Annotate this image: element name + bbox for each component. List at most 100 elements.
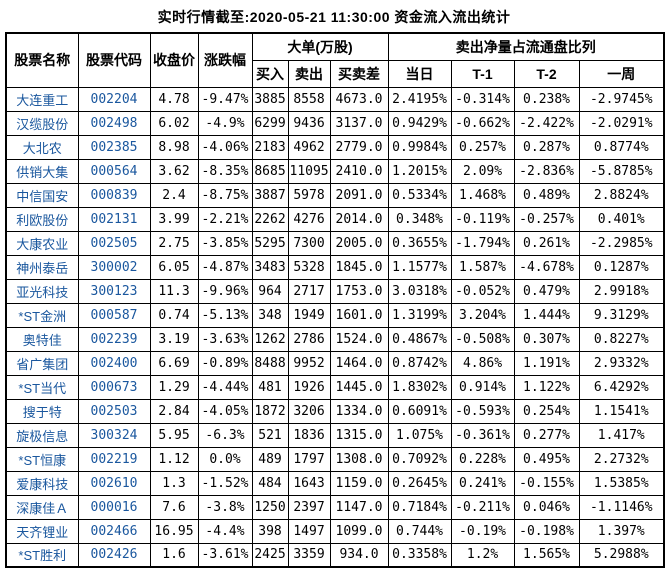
week-ratio-cell: 0.401%	[578, 206, 665, 232]
t1-ratio-cell: -0.119%	[450, 206, 515, 232]
stock-code-link[interactable]: 300324	[77, 422, 151, 448]
table-row: 大连重工 002204 4.78 -9.47% 3885 8558 4673.0…	[5, 86, 665, 112]
stock-code-link[interactable]: 000564	[77, 158, 151, 184]
buy-volume-cell: 489	[251, 446, 289, 472]
stock-name-link[interactable]: 利欧股份	[5, 206, 79, 232]
page-title: 实时行情截至:2020-05-21 11:30:00 资金流入流出统计	[157, 9, 511, 25]
stock-code-link[interactable]: 000016	[77, 494, 151, 520]
stock-name-link[interactable]: 旋极信息	[5, 422, 79, 448]
stock-code-link[interactable]: 002426	[77, 542, 151, 568]
t1-ratio-cell: 0.257%	[450, 134, 515, 160]
day-ratio-cell: 0.348%	[387, 206, 452, 232]
stock-name-link[interactable]: 神州泰岳	[5, 254, 79, 280]
change-pct-cell: -4.87%	[197, 254, 253, 280]
table-row: *ST金洲 000587 0.74 -5.13% 348 1949 1601.0…	[5, 302, 665, 328]
col-header-buy-sell-diff: 买卖差	[329, 59, 389, 88]
stock-code-link[interactable]: 002498	[77, 110, 151, 136]
stock-name-link[interactable]: 中信国安	[5, 182, 79, 208]
stock-name-link[interactable]: 天齐锂业	[5, 518, 79, 544]
stock-code-link[interactable]: 002204	[77, 86, 151, 112]
stock-name-link[interactable]: 供销大集	[5, 158, 79, 184]
change-pct-cell: -8.75%	[197, 182, 253, 208]
sell-volume-cell: 1949	[287, 302, 331, 328]
t1-ratio-cell: 4.86%	[450, 350, 515, 376]
close-price-cell: 4.78	[149, 86, 199, 112]
sell-volume-cell: 2397	[287, 494, 331, 520]
buy-volume-cell: 1250	[251, 494, 289, 520]
stock-name-link[interactable]: 大康农业	[5, 230, 79, 256]
sell-volume-cell: 2786	[287, 326, 331, 352]
stock-code-link[interactable]: 002503	[77, 398, 151, 424]
day-ratio-cell: 0.744%	[387, 518, 452, 544]
buy-sell-diff-cell: 1845.0	[329, 254, 389, 280]
stock-code-link[interactable]: 000839	[77, 182, 151, 208]
stock-name-link[interactable]: *ST当代	[5, 374, 79, 400]
buy-sell-diff-cell: 3137.0	[329, 110, 389, 136]
stock-code-link[interactable]: 002505	[77, 230, 151, 256]
stock-name-link[interactable]: 亚光科技	[5, 278, 79, 304]
stock-name-link[interactable]: 搜于特	[5, 398, 79, 424]
t2-ratio-cell: 0.489%	[513, 182, 580, 208]
stock-flow-table: 股票名称 股票代码 收盘价 涨跌幅 大单(万股) 卖出净量占流通盘比列 买入 卖…	[5, 32, 666, 568]
sell-volume-cell: 1926	[287, 374, 331, 400]
change-pct-cell: -3.63%	[197, 326, 253, 352]
t1-ratio-cell: 2.09%	[450, 158, 515, 184]
table-row: 天齐锂业 002466 16.95 -4.4% 398 1497 1099.0 …	[5, 518, 665, 544]
stock-name-link[interactable]: 省广集团	[5, 350, 79, 376]
close-price-cell: 5.95	[149, 422, 199, 448]
table-row: 省广集团 002400 6.69 -0.89% 8488 9952 1464.0…	[5, 350, 665, 376]
stock-name-link[interactable]: 汉缆股份	[5, 110, 79, 136]
table-row: 旋极信息 300324 5.95 -6.3% 521 1836 1315.0 1…	[5, 422, 665, 448]
t2-ratio-cell: -0.155%	[513, 470, 580, 496]
sell-volume-cell: 3359	[287, 542, 331, 568]
stock-code-link[interactable]: 002385	[77, 134, 151, 160]
stock-name-link[interactable]: 深康佳Ａ	[5, 494, 79, 520]
stock-code-link[interactable]: 000673	[77, 374, 151, 400]
sell-volume-cell: 3206	[287, 398, 331, 424]
stock-code-link[interactable]: 002239	[77, 326, 151, 352]
buy-volume-cell: 3887	[251, 182, 289, 208]
sell-volume-cell: 1797	[287, 446, 331, 472]
week-ratio-cell: 1.417%	[578, 422, 665, 448]
sell-volume-cell: 4276	[287, 206, 331, 232]
col-header-stock-code: 股票代码	[77, 32, 151, 88]
stock-name-link[interactable]: 爱康科技	[5, 470, 79, 496]
stock-name-link[interactable]: *ST胜利	[5, 542, 79, 568]
sell-volume-cell: 2717	[287, 278, 331, 304]
change-pct-cell: -4.9%	[197, 110, 253, 136]
t2-ratio-cell: -4.678%	[513, 254, 580, 280]
table-row: *ST胜利 002426 1.6 -3.61% 2425 3359 934.0 …	[5, 542, 665, 568]
day-ratio-cell: 0.7092%	[387, 446, 452, 472]
stock-name-link[interactable]: 大北农	[5, 134, 79, 160]
table-row: 大康农业 002505 2.75 -3.85% 5295 7300 2005.0…	[5, 230, 665, 256]
t1-ratio-cell: -0.211%	[450, 494, 515, 520]
stock-name-link[interactable]: *ST恒康	[5, 446, 79, 472]
stock-code-link[interactable]: 002610	[77, 470, 151, 496]
buy-sell-diff-cell: 4673.0	[329, 86, 389, 112]
week-ratio-cell: 0.8774%	[578, 134, 665, 160]
change-pct-cell: -3.61%	[197, 542, 253, 568]
change-pct-cell: -6.3%	[197, 422, 253, 448]
buy-sell-diff-cell: 1308.0	[329, 446, 389, 472]
stock-code-link[interactable]: 000587	[77, 302, 151, 328]
buy-sell-diff-cell: 1334.0	[329, 398, 389, 424]
stock-name-link[interactable]: *ST金洲	[5, 302, 79, 328]
stock-code-link[interactable]: 002466	[77, 518, 151, 544]
close-price-cell: 0.74	[149, 302, 199, 328]
t2-ratio-cell: 1.122%	[513, 374, 580, 400]
stock-name-link[interactable]: 奥特佳	[5, 326, 79, 352]
buy-volume-cell: 2262	[251, 206, 289, 232]
buy-sell-diff-cell: 1159.0	[329, 470, 389, 496]
t1-ratio-cell: 1.468%	[450, 182, 515, 208]
buy-sell-diff-cell: 1445.0	[329, 374, 389, 400]
day-ratio-cell: 0.3358%	[387, 542, 452, 568]
stock-code-link[interactable]: 002131	[77, 206, 151, 232]
stock-code-link[interactable]: 300123	[77, 278, 151, 304]
stock-code-link[interactable]: 002219	[77, 446, 151, 472]
stock-code-link[interactable]: 300002	[77, 254, 151, 280]
close-price-cell: 2.4	[149, 182, 199, 208]
stock-name-link[interactable]: 大连重工	[5, 86, 79, 112]
buy-volume-cell: 964	[251, 278, 289, 304]
stock-code-link[interactable]: 002400	[77, 350, 151, 376]
buy-volume-cell: 521	[251, 422, 289, 448]
